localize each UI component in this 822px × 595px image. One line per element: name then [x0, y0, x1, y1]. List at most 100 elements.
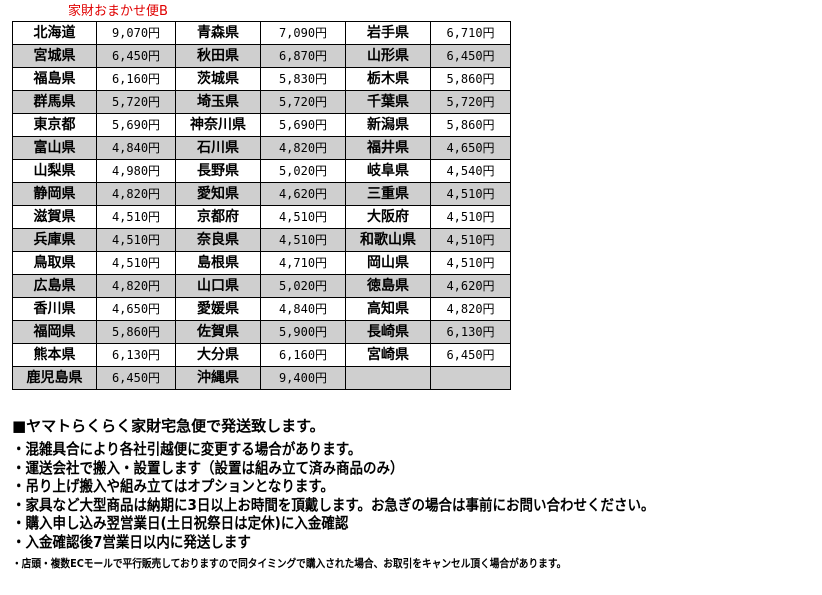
prefecture-cell: 宮城県 — [12, 44, 97, 68]
note-item: ・運送会社で搬入・設置します（設置は組み立て済み商品のみ） — [12, 458, 404, 477]
price-cell — [430, 366, 511, 390]
note-item: ・吊り上げ搬入や組み立てはオプションとなります。 — [12, 477, 334, 495]
table-row: 香川県 4,650円 愛媛県 4,840円 高知県 4,820円 — [12, 297, 511, 321]
price-cell: 4,510円 — [430, 251, 511, 275]
price-cell: 5,020円 — [260, 274, 346, 298]
prefecture-cell: 青森県 — [175, 21, 261, 45]
price-cell: 4,510円 — [430, 205, 511, 229]
prefecture-cell: 新潟県 — [345, 113, 431, 137]
table-row: 富山県 4,840円 石川県 4,820円 福井県 4,650円 — [12, 136, 511, 160]
price-cell: 4,510円 — [260, 205, 346, 229]
table-row: 熊本県 6,130円 大分県 6,160円 宮崎県 6,450円 — [12, 343, 511, 367]
price-cell: 4,510円 — [430, 228, 511, 252]
prefecture-cell: 島根県 — [175, 251, 261, 275]
prefecture-cell: 静岡県 — [12, 182, 97, 206]
table-title: 家財おまかせ便B — [68, 4, 168, 19]
bullet-list: ・混雑具合により各社引越便に変更する場合があります。 ・運送会社で搬入・設置しま… — [12, 440, 726, 551]
prefecture-cell: 北海道 — [12, 21, 97, 45]
price-cell: 5,690円 — [96, 113, 176, 137]
prefecture-cell: 広島県 — [12, 274, 97, 298]
table-row: 滋賀県 4,510円 京都府 4,510円 大阪府 4,510円 — [12, 205, 511, 229]
price-cell: 4,540円 — [430, 159, 511, 183]
table-row: 福岡県 5,860円 佐賀県 5,900円 長崎県 6,130円 — [12, 320, 511, 344]
prefecture-cell: 山口県 — [175, 274, 261, 298]
prefecture-cell: 高知県 — [345, 297, 431, 321]
prefecture-cell: 香川県 — [12, 297, 97, 321]
table-row: 山梨県 4,980円 長野県 5,020円 岐阜県 4,540円 — [12, 159, 511, 183]
prefecture-cell: 千葉県 — [345, 90, 431, 114]
price-cell: 5,900円 — [260, 320, 346, 344]
prefecture-cell: 東京都 — [12, 113, 97, 137]
price-cell: 5,720円 — [260, 90, 346, 114]
price-cell: 5,720円 — [96, 90, 176, 114]
price-cell: 4,710円 — [260, 251, 346, 275]
price-cell: 4,510円 — [96, 251, 176, 275]
price-cell: 7,090円 — [260, 21, 346, 45]
note-item: ・購入申し込み翌営業日(土日祝祭日は定休)に入金確認 — [12, 514, 349, 532]
prefecture-cell: 岐阜県 — [345, 159, 431, 183]
price-cell: 6,160円 — [96, 67, 176, 91]
table-row: 東京都 5,690円 神奈川県 5,690円 新潟県 5,860円 — [12, 113, 511, 137]
price-cell: 4,510円 — [430, 182, 511, 206]
price-cell: 6,160円 — [260, 343, 346, 367]
price-cell: 5,020円 — [260, 159, 346, 183]
prefecture-cell: 群馬県 — [12, 90, 97, 114]
notes-heading: ■ヤマトらくらく家財宅急便で発送致します。 — [12, 417, 325, 435]
prefecture-cell: 滋賀県 — [12, 205, 97, 229]
note-item: ・家具など大型商品は納期に3日以上お時間を頂戴します。お急ぎの場合は事前にお問い… — [12, 495, 655, 514]
price-cell: 9,400円 — [260, 366, 346, 390]
prefecture-cell: 和歌山県 — [345, 228, 431, 252]
prefecture-cell — [345, 366, 431, 390]
prefecture-cell: 大阪府 — [345, 205, 431, 229]
price-cell: 4,510円 — [96, 228, 176, 252]
note-item: ・入金確認後7営業日以内に発送します — [12, 532, 251, 551]
prefecture-cell: 石川県 — [175, 136, 261, 160]
prefecture-cell: 福島県 — [12, 67, 97, 91]
price-cell: 4,820円 — [430, 297, 511, 321]
price-cell: 5,860円 — [96, 320, 176, 344]
price-cell: 6,870円 — [260, 44, 346, 68]
prefecture-cell: 奈良県 — [175, 228, 261, 252]
prefecture-cell: 兵庫県 — [12, 228, 97, 252]
table-row: 北海道 9,070円 青森県 7,090円 岩手県 6,710円 — [12, 21, 511, 45]
price-cell: 4,510円 — [96, 205, 176, 229]
prefecture-cell: 山梨県 — [12, 159, 97, 183]
shipping-rate-table: 北海道 9,070円 青森県 7,090円 岩手県 6,710円 宮城県 6,450円 秋田県 6… — [12, 21, 511, 390]
price-cell: 5,720円 — [430, 90, 511, 114]
price-cell: 5,830円 — [260, 67, 346, 91]
table-row: 福島県 6,160円 茨城県 5,830円 栃木県 5,860円 — [12, 67, 511, 91]
table-row: 宮城県 6,450円 秋田県 6,870円 山形県 6,450円 — [12, 44, 511, 68]
prefecture-cell: 神奈川県 — [175, 113, 261, 137]
prefecture-cell: 鹿児島県 — [12, 366, 97, 390]
prefecture-cell: 富山県 — [12, 136, 97, 160]
table-row: 静岡県 4,820円 愛知県 4,620円 三重県 4,510円 — [12, 182, 511, 206]
price-cell: 6,130円 — [430, 320, 511, 344]
price-cell: 4,980円 — [96, 159, 176, 183]
prefecture-cell: 山形県 — [345, 44, 431, 68]
price-cell: 5,690円 — [260, 113, 346, 137]
prefecture-cell: 三重県 — [345, 182, 431, 206]
prefecture-cell: 沖縄県 — [175, 366, 261, 390]
price-cell: 4,510円 — [260, 228, 346, 252]
prefecture-cell: 愛知県 — [175, 182, 261, 206]
table-row: 広島県 4,820円 山口県 5,020円 徳島県 4,620円 — [12, 274, 511, 298]
cancellation-note: ・店頭・複数ECモールで平行販売しておりますので同タイミングで購入された場合、お… — [12, 557, 567, 570]
price-cell: 5,860円 — [430, 67, 511, 91]
price-cell: 6,450円 — [96, 44, 176, 68]
prefecture-cell: 埼玉県 — [175, 90, 261, 114]
prefecture-cell: 徳島県 — [345, 274, 431, 298]
note-item: ・混雑具合により各社引越便に変更する場合があります。 — [12, 440, 362, 458]
price-cell: 6,450円 — [430, 44, 511, 68]
prefecture-cell: 佐賀県 — [175, 320, 261, 344]
price-cell: 4,820円 — [260, 136, 346, 160]
price-cell: 6,130円 — [96, 343, 176, 367]
prefecture-cell: 秋田県 — [175, 44, 261, 68]
prefecture-cell: 熊本県 — [12, 343, 97, 367]
price-cell: 6,450円 — [96, 366, 176, 390]
price-cell: 9,070円 — [96, 21, 176, 45]
prefecture-cell: 宮崎県 — [345, 343, 431, 367]
prefecture-cell: 福井県 — [345, 136, 431, 160]
price-cell: 4,620円 — [260, 182, 346, 206]
prefecture-cell: 長崎県 — [345, 320, 431, 344]
price-cell: 6,450円 — [430, 343, 511, 367]
